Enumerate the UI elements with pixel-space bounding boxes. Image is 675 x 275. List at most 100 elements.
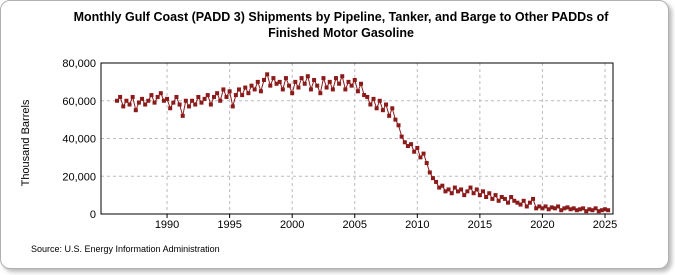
data-point bbox=[215, 91, 220, 96]
y-tick-label: 20,000 bbox=[62, 171, 96, 183]
data-point bbox=[484, 195, 489, 200]
data-point bbox=[587, 207, 592, 212]
data-point bbox=[368, 102, 373, 107]
y-tick-label: 60,000 bbox=[62, 96, 96, 108]
data-point bbox=[509, 195, 514, 200]
data-point bbox=[446, 187, 451, 192]
data-point bbox=[534, 206, 539, 211]
data-point bbox=[233, 93, 238, 98]
data-point bbox=[599, 208, 604, 213]
data-point bbox=[518, 202, 523, 207]
data-point bbox=[399, 134, 404, 139]
data-point bbox=[418, 155, 423, 160]
data-point bbox=[124, 98, 129, 103]
x-tick-label: 2025 bbox=[593, 219, 617, 231]
data-point bbox=[280, 87, 285, 92]
data-point bbox=[227, 89, 232, 94]
data-point bbox=[337, 81, 342, 86]
data-point bbox=[540, 206, 545, 211]
data-point bbox=[549, 205, 554, 210]
data-point bbox=[490, 196, 495, 201]
data-point bbox=[330, 87, 335, 92]
data-point bbox=[581, 206, 586, 211]
data-point bbox=[143, 102, 148, 107]
data-point bbox=[606, 208, 611, 213]
y-axis-label: Thousand Barrels bbox=[20, 99, 32, 186]
data-point bbox=[349, 83, 354, 88]
data-point bbox=[506, 200, 511, 205]
data-point bbox=[462, 193, 467, 198]
x-tick-label: 2010 bbox=[405, 219, 429, 231]
data-point bbox=[465, 189, 470, 194]
data-point bbox=[277, 79, 282, 84]
data-point bbox=[415, 145, 420, 150]
data-point bbox=[577, 207, 582, 212]
data-point bbox=[218, 98, 223, 103]
data-point bbox=[183, 98, 188, 103]
data-point bbox=[149, 93, 154, 98]
data-point bbox=[443, 189, 448, 194]
data-point bbox=[434, 179, 439, 184]
data-point bbox=[208, 102, 213, 107]
data-point bbox=[115, 98, 120, 103]
data-point bbox=[512, 198, 517, 203]
data-point bbox=[471, 191, 476, 196]
data-point bbox=[174, 94, 179, 99]
data-point bbox=[559, 208, 564, 213]
data-point bbox=[152, 100, 157, 105]
data-point bbox=[190, 98, 195, 103]
data-point bbox=[305, 74, 310, 79]
data-point bbox=[402, 140, 407, 145]
data-point bbox=[556, 204, 561, 209]
plot-border bbox=[100, 62, 614, 215]
data-point bbox=[565, 205, 570, 210]
data-point bbox=[158, 91, 163, 96]
chart-frame: Monthly Gulf Coast (PADD 3) Shipments by… bbox=[0, 0, 669, 269]
data-point bbox=[412, 149, 417, 154]
data-point bbox=[362, 93, 367, 98]
data-point bbox=[502, 196, 507, 201]
data-point bbox=[130, 94, 135, 99]
data-point bbox=[477, 193, 482, 198]
data-point bbox=[531, 196, 536, 201]
data-point bbox=[427, 170, 432, 175]
data-point bbox=[252, 87, 257, 92]
data-point bbox=[136, 100, 141, 105]
data-point bbox=[496, 198, 501, 203]
data-point bbox=[283, 76, 288, 81]
data-point bbox=[487, 191, 492, 196]
data-point bbox=[593, 206, 598, 211]
data-point bbox=[543, 204, 548, 209]
data-point bbox=[249, 83, 254, 88]
data-point bbox=[584, 209, 589, 214]
data-point bbox=[127, 102, 132, 107]
data-point bbox=[546, 207, 551, 212]
data-point bbox=[574, 208, 579, 213]
data-point bbox=[384, 102, 389, 107]
data-point bbox=[590, 208, 595, 213]
data-point bbox=[299, 76, 304, 81]
data-point bbox=[168, 106, 173, 111]
data-point bbox=[449, 191, 454, 196]
data-point bbox=[571, 206, 576, 211]
data-point bbox=[118, 94, 123, 99]
data-point bbox=[333, 76, 338, 81]
data-point bbox=[293, 79, 298, 84]
data-point bbox=[596, 209, 601, 214]
data-point bbox=[146, 98, 151, 103]
data-point bbox=[296, 85, 301, 90]
x-tick-label: 2000 bbox=[280, 219, 304, 231]
data-point bbox=[205, 93, 210, 98]
data-point bbox=[202, 96, 207, 101]
data-point bbox=[268, 83, 273, 88]
data-point bbox=[455, 189, 460, 194]
data-point bbox=[527, 200, 532, 205]
y-tick-label: 80,000 bbox=[62, 58, 96, 70]
data-point bbox=[430, 176, 435, 181]
data-point bbox=[480, 189, 485, 194]
data-point bbox=[290, 91, 295, 96]
chart-title: Monthly Gulf Coast (PADD 3) Shipments by… bbox=[73, 10, 609, 40]
x-tick-label: 2005 bbox=[343, 219, 367, 231]
data-point bbox=[193, 102, 198, 107]
x-tick-label: 2015 bbox=[468, 219, 492, 231]
